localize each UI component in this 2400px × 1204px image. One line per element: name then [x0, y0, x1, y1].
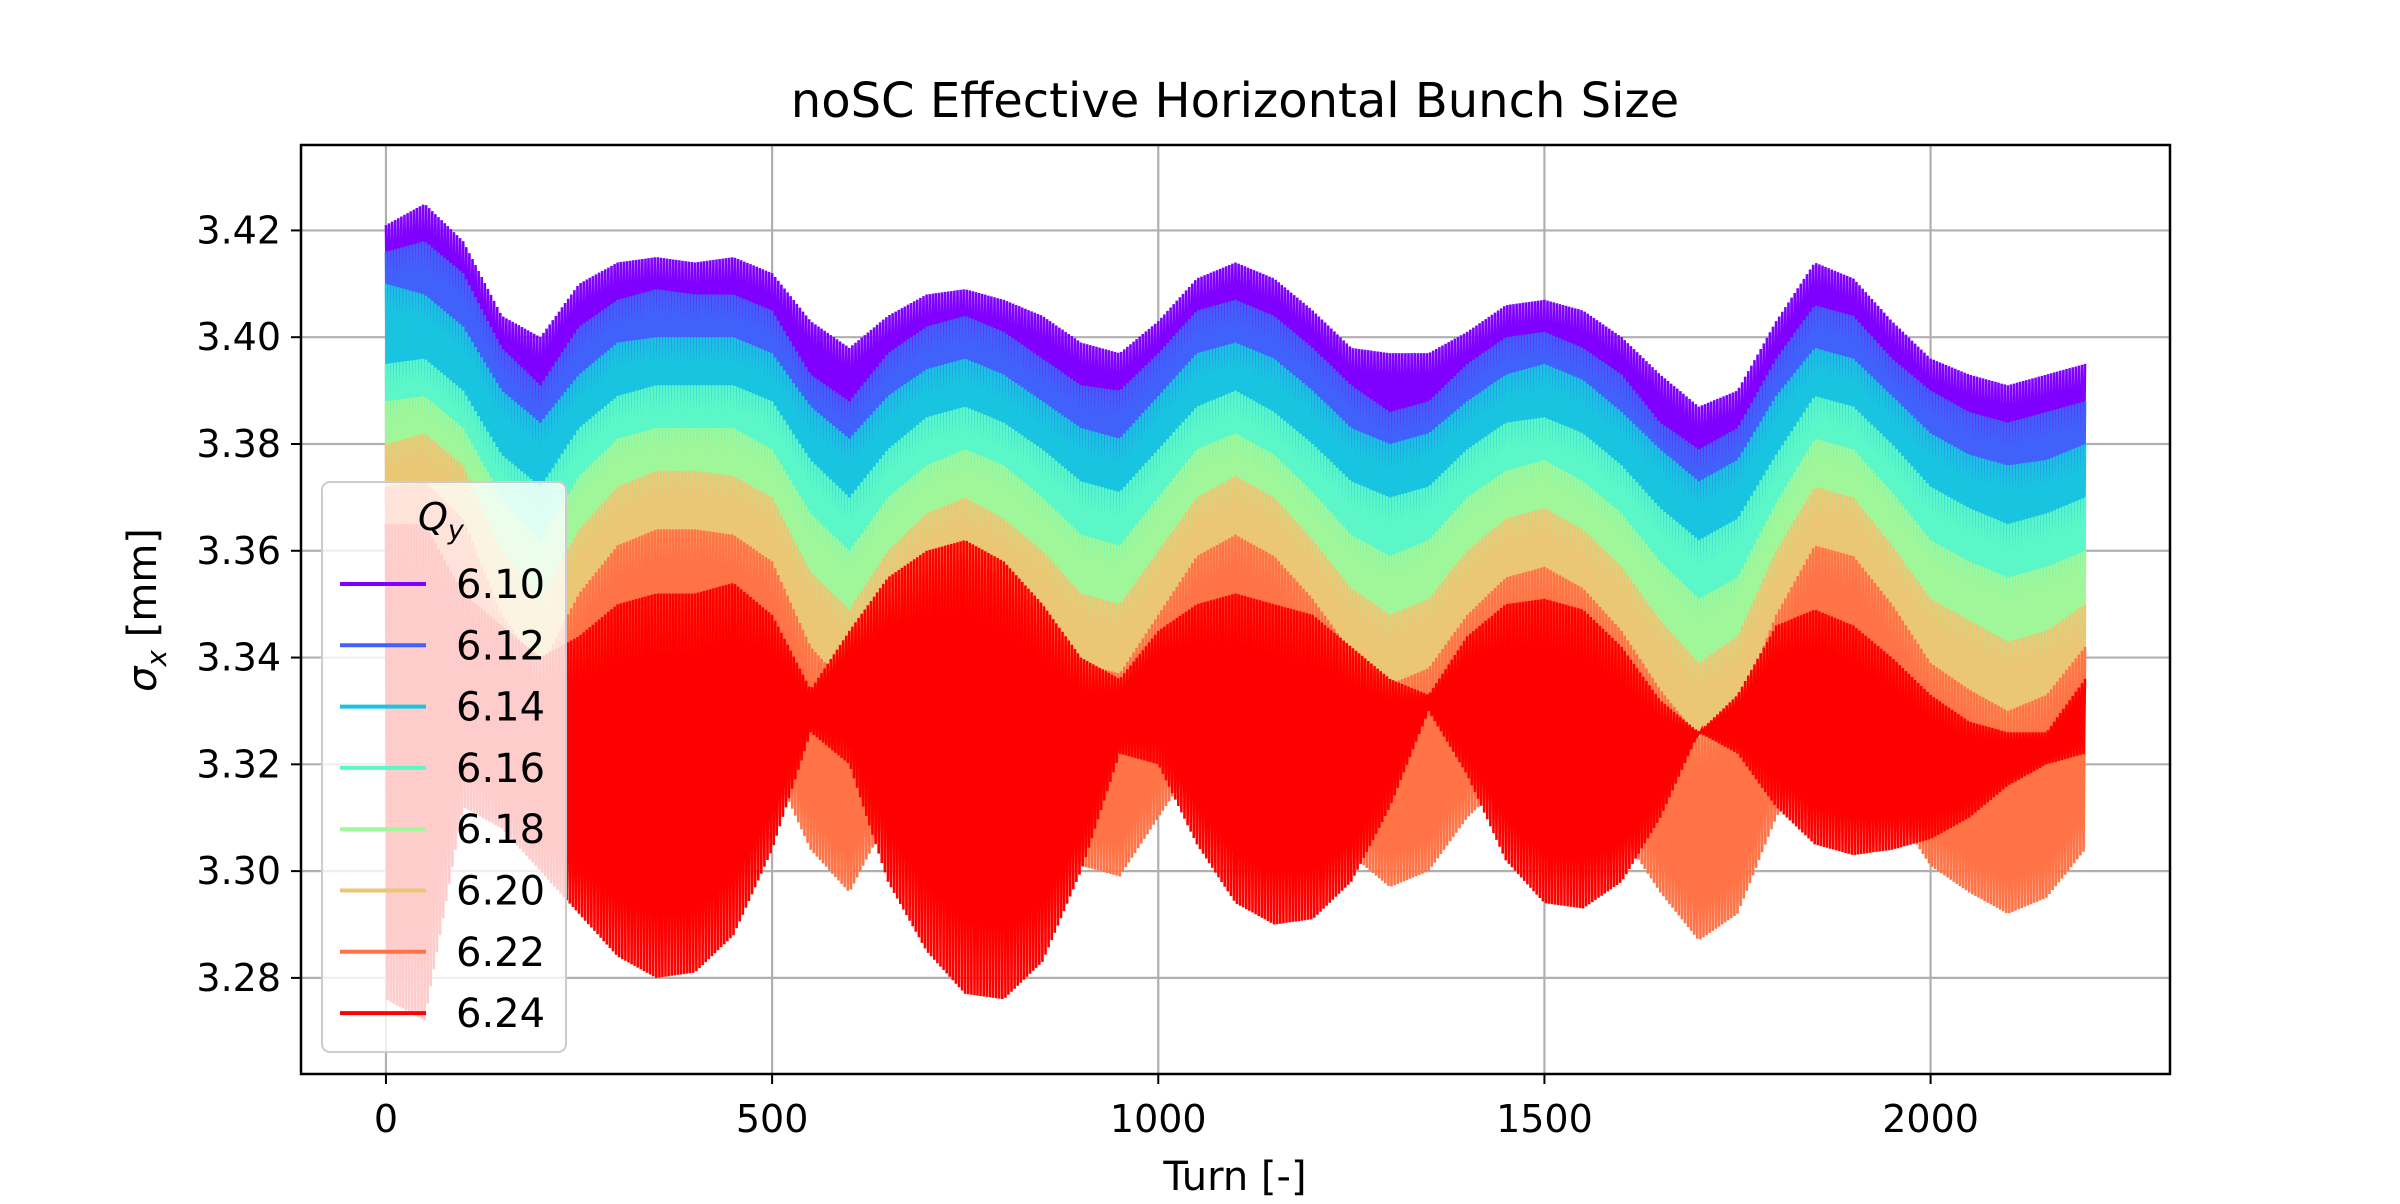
legend-label: 6.10: [456, 562, 545, 608]
legend-box: [321, 481, 567, 1053]
series-line-6-24: [384, 524, 2087, 1021]
x-tick-label: 0: [374, 1097, 398, 1141]
legend-label: 6.16: [456, 746, 545, 792]
x-axis-label: Turn [-]: [1162, 1154, 1306, 1200]
y-axis-unit: [mm]: [120, 528, 166, 650]
x-tick-label: 2000: [1882, 1097, 1979, 1141]
legend: Qy 6.10 6.12 6.14 6.16 6.18 6.20 6.22 6.24: [321, 481, 567, 1053]
legend-label: 6.18: [456, 807, 545, 853]
chart-title: noSC Effective Horizontal Bunch Size: [791, 73, 1679, 129]
legend-items: 6.10 6.12 6.14 6.16 6.18 6.20 6.22 6.24: [340, 562, 545, 1037]
y-tick-label: 3.32: [196, 742, 281, 786]
legend-title: Qy: [418, 495, 465, 546]
y-tick-label: 3.28: [196, 956, 281, 1000]
plot-frame: [299, 143, 2172, 1076]
y-axis-subscript: x: [140, 650, 173, 668]
y-axis-symbol: σ: [120, 665, 166, 692]
legend-label: 6.22: [456, 930, 545, 976]
x-tick-label: 500: [736, 1097, 809, 1141]
series-layer: [384, 204, 2087, 1021]
legend-title-subscript: y: [447, 515, 465, 546]
legend-title-symbol: Q: [418, 495, 448, 539]
y-tick-label: 3.34: [196, 636, 281, 680]
legend-label: 6.14: [456, 685, 545, 731]
legend-label: 6.20: [456, 869, 545, 915]
y-axis-label: σx [mm]: [120, 528, 173, 692]
y-tick-label: 3.40: [196, 315, 281, 359]
legend-label: 6.24: [456, 991, 545, 1037]
y-tick-label: 3.30: [196, 849, 281, 893]
legend-label: 6.12: [456, 623, 545, 669]
y-tick-label: 3.36: [196, 529, 281, 573]
y-tick-label: 3.38: [196, 422, 281, 466]
x-tick-label: 1500: [1496, 1097, 1593, 1141]
y-tick-label: 3.42: [196, 208, 281, 252]
axis-ticks: 0 500 1000 1500 2000 3.28 3.30 3.32 3.34 3.36 3.38…: [196, 208, 1979, 1141]
x-tick-label: 1000: [1110, 1097, 1207, 1141]
